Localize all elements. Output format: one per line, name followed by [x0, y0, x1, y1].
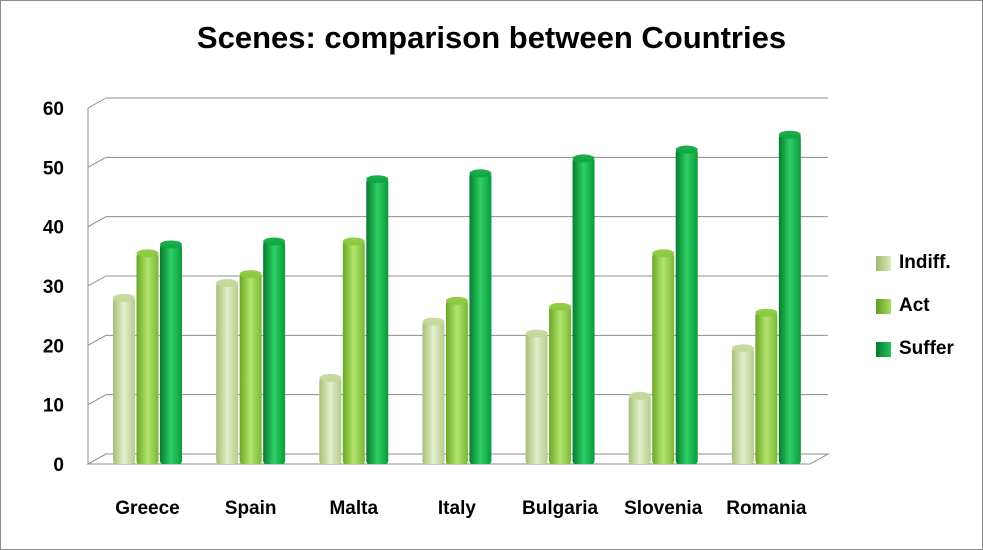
bar-cap-suffer-romania	[778, 130, 801, 139]
bar-act-romania	[755, 312, 778, 464]
bar-cap-act-italy	[445, 296, 468, 305]
bar-cap-suffer-slovenia	[675, 145, 698, 154]
bar-indiff-italy	[422, 321, 445, 464]
bar-cap-indiff-spain	[216, 279, 239, 288]
x-tick-label-romania: Romania	[726, 498, 807, 519]
gridline-diag-10	[87, 394, 107, 406]
bar-indiff-greece	[113, 297, 135, 464]
bar-act-bulgaria	[549, 306, 572, 464]
bar-cap-act-spain	[239, 270, 262, 279]
chart-title: Scenes: comparison between Countries	[196, 20, 787, 55]
bar-cap-act-romania	[755, 308, 778, 317]
legend-swatch-suffer	[876, 341, 891, 357]
bar-cap-indiff-malta	[319, 373, 342, 382]
bar-indiff-malta	[319, 377, 342, 464]
legend-item-indiff: Indiff.	[876, 252, 954, 274]
floor	[86, 453, 830, 465]
bar-indiff-spain	[216, 283, 239, 464]
bar-indiff-bulgaria	[525, 333, 548, 464]
x-tick-label-bulgaria: Bulgaria	[522, 498, 598, 519]
bar-suffer-bulgaria	[572, 158, 595, 464]
bar-cap-indiff-slovenia	[628, 391, 651, 400]
bar-cap-act-bulgaria	[549, 302, 572, 311]
bar-suffer-greece	[160, 244, 182, 464]
bar-cap-suffer-bulgaria	[572, 154, 595, 163]
legend-item-act: Act	[876, 295, 954, 317]
bar-cap-indiff-italy	[422, 317, 445, 326]
x-tick-label-italy: Italy	[438, 498, 476, 519]
legend: Indiff. Act Suffer	[876, 252, 954, 381]
y-tick-label-0: 0	[53, 455, 64, 476]
bar-act-slovenia	[652, 253, 675, 464]
bar-cap-suffer-italy	[469, 169, 492, 178]
bar-act-spain	[239, 274, 262, 464]
gridline-diag-30	[87, 275, 107, 287]
bar-act-greece	[136, 253, 159, 464]
gridline-diag-40	[87, 216, 107, 228]
legend-label-indiff: Indiff.	[899, 252, 951, 273]
bar-cap-indiff-greece	[113, 293, 135, 302]
bar-indiff-slovenia	[628, 395, 651, 464]
bar-cap-act-greece	[136, 249, 159, 258]
bar-cap-indiff-bulgaria	[525, 329, 548, 338]
bar-cap-suffer-greece	[160, 240, 182, 249]
y-tick-label-50: 50	[43, 158, 64, 179]
bar-indiff-romania	[731, 348, 754, 464]
bar-suffer-italy	[469, 173, 492, 464]
gridline-diag-60	[87, 97, 107, 109]
bar-cap-suffer-malta	[366, 175, 389, 184]
y-tick-label-30: 30	[43, 277, 64, 298]
legend-label-suffer: Suffer	[899, 338, 954, 359]
x-tick-label-spain: Spain	[225, 498, 277, 519]
y-tick-label-60: 60	[43, 99, 64, 120]
legend-swatch-act	[876, 298, 891, 314]
bar-suffer-malta	[366, 179, 389, 464]
gridline-diag-20	[87, 334, 107, 346]
x-tick-label-slovenia: Slovenia	[624, 498, 703, 519]
y-tick-label-10: 10	[43, 396, 64, 417]
legend-swatch-indiff	[876, 255, 891, 271]
y-tick-label-20: 20	[43, 336, 64, 357]
bar-cap-act-slovenia	[652, 249, 675, 258]
x-tick-label-malta: Malta	[329, 498, 378, 519]
bar-cap-indiff-romania	[731, 344, 754, 353]
bar-suffer-romania	[778, 134, 801, 464]
bar-suffer-spain	[263, 241, 286, 464]
gridline-diag-50	[87, 156, 107, 168]
bar-act-malta	[342, 241, 365, 464]
legend-item-suffer: Suffer	[876, 338, 954, 360]
x-tick-label-greece: Greece	[115, 498, 179, 519]
bar-act-italy	[445, 300, 468, 464]
y-tick-label-40: 40	[43, 218, 64, 239]
bar-suffer-slovenia	[675, 149, 698, 465]
bar-cap-act-malta	[342, 237, 365, 246]
bar-cap-suffer-spain	[263, 237, 286, 246]
legend-label-act: Act	[899, 295, 930, 316]
